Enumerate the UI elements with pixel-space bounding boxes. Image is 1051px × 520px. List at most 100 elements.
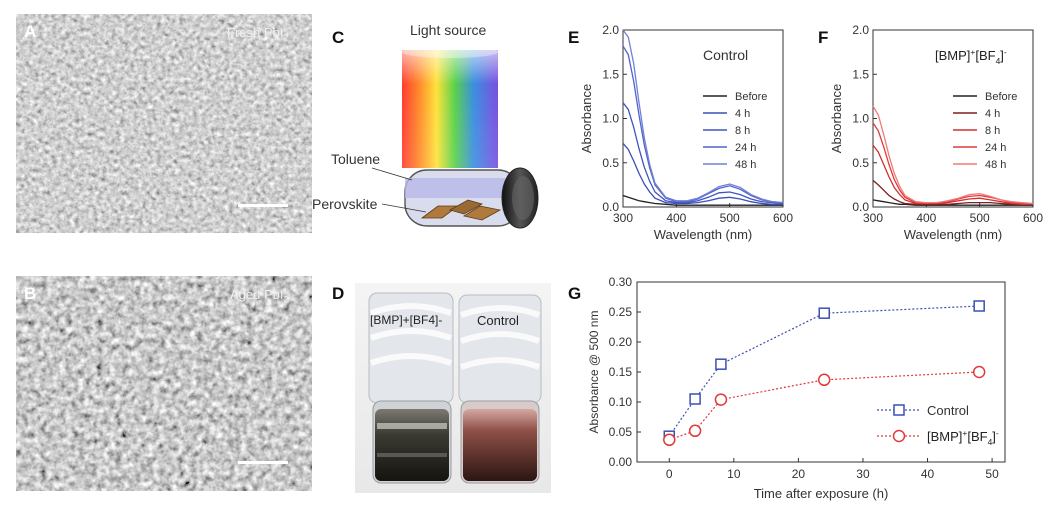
chart-g-absorbance-time: 0 10 20 30 40 50 0.00 0.05 0.10 0.15 0.20 0.25 0.30 T… — [587, 275, 1006, 501]
legend-label: 4 h — [985, 108, 1000, 120]
data-point-circle — [688, 424, 702, 438]
y-tick-label: 0.05 — [609, 425, 633, 439]
series-line — [669, 371, 980, 441]
y-tick-label: 2.0 — [852, 23, 869, 37]
perovskite-label: Perovskite — [312, 196, 378, 212]
x-tick-label: 20 — [792, 467, 806, 481]
sem-label-fresh: Fresh PbI2 — [227, 25, 288, 43]
chart-f-absorbance-bmp: 300 400 500 600 0.0 0.5 1.0 1.5 2.0 Wavelength (n… — [829, 23, 1043, 242]
series-line-Before — [622, 194, 783, 206]
legend-marker — [893, 404, 905, 416]
x-tick-label: 30 — [856, 467, 870, 481]
light-beam — [402, 46, 498, 168]
vial-right — [458, 294, 542, 484]
legend-label: Control — [927, 403, 969, 418]
vial-left — [368, 292, 454, 484]
x-tick-label: 0 — [666, 467, 673, 481]
y-tick-label: 1.5 — [852, 67, 869, 81]
scale-bar — [238, 461, 288, 464]
panel-letter-b: B — [24, 284, 37, 303]
panel-letter-f: F — [818, 28, 829, 47]
sem-label-aged-text: Aged PbI — [230, 287, 284, 302]
data-point-circle — [817, 373, 831, 387]
legend-marker — [892, 429, 906, 443]
legend-label: 8 h — [985, 125, 1000, 137]
y-tick-label: 0.5 — [602, 156, 619, 170]
sem-image-aged: B Aged PbI2 — [16, 276, 312, 491]
y-tick-label: 0.0 — [852, 200, 869, 214]
legend-label: Before — [985, 91, 1017, 103]
x-tick-label: 500 — [970, 211, 990, 225]
x-axis-label: Wavelength (nm) — [904, 227, 1003, 242]
x-axis-label: Time after exposure (h) — [754, 486, 889, 501]
data-point-square — [973, 300, 985, 312]
y-axis-label: Absorbance — [579, 84, 594, 153]
panel-letter-e: E — [568, 28, 580, 47]
y-tick-label: 0.15 — [609, 365, 633, 379]
panel-letter-d: D — [332, 284, 345, 303]
legend-label: Before — [735, 91, 767, 103]
y-tick-label: 0.30 — [609, 275, 633, 289]
data-point-square — [715, 358, 727, 370]
vial — [404, 167, 539, 229]
x-tick-label: 300 — [613, 211, 633, 225]
y-tick-label: 0.20 — [609, 335, 633, 349]
data-point-square — [818, 307, 830, 319]
sem-texture-aged — [16, 276, 312, 491]
y-tick-label: 0.00 — [609, 455, 633, 469]
series-line-8h — [872, 144, 1033, 205]
series-line-Before — [872, 199, 1033, 206]
y-tick-label: 0.10 — [609, 395, 633, 409]
x-tick-label: 400 — [666, 211, 686, 225]
series-line-48h — [622, 29, 784, 204]
scale-bar — [238, 204, 288, 207]
x-tick-label: 50 — [985, 467, 999, 481]
y-tick-label: 0.25 — [609, 305, 633, 319]
x-tick-label: 10 — [727, 467, 741, 481]
x-axis-label: Wavelength (nm) — [654, 227, 753, 242]
series-line-4h — [872, 179, 1033, 205]
series-line-24h — [622, 45, 784, 204]
legend-label: 4 h — [735, 108, 750, 120]
y-tick-label: 1.5 — [602, 67, 619, 81]
y-tick-label: 0.5 — [852, 156, 869, 170]
series-line-48h — [872, 105, 1034, 205]
series-line-8h — [622, 102, 784, 205]
sem-texture-fresh — [16, 14, 312, 233]
toluene-label: Toluene — [331, 151, 381, 167]
sem-image-fresh: A Fresh PbI2 — [16, 14, 312, 233]
light-vial-schematic — [371, 46, 539, 229]
chart-e-absorbance-control: 300 400 500 600 0.0 0.5 1.0 1.5 2.0 Wavelength (n… — [579, 23, 793, 242]
x-tick-label: 600 — [1023, 211, 1043, 225]
toluene-leader — [371, 167, 413, 181]
y-axis-label: Absorbance — [829, 84, 844, 153]
panel-letter-g: G — [568, 284, 582, 303]
chart-title: Control — [703, 47, 748, 63]
legend-label: 48 h — [735, 159, 756, 171]
y-tick-label: 1.0 — [852, 112, 869, 126]
data-point-circle — [714, 393, 728, 406]
legend-label: [BMP]+[BF4]- — [927, 428, 999, 447]
y-tick-label: 0.0 — [602, 200, 619, 214]
x-tick-label: 500 — [720, 211, 740, 225]
sem-label-aged: Aged PbI2 — [230, 287, 289, 305]
x-tick-label: 40 — [921, 467, 935, 481]
data-point-circle — [972, 365, 986, 379]
legend-label: 24 h — [985, 142, 1006, 154]
perovskite-leader — [381, 203, 427, 213]
vial-left-label: [BMP]+[BF4]- — [370, 313, 443, 327]
data-point-circle — [663, 433, 676, 447]
chart-title: [BMP]+[BF4]- — [935, 47, 1007, 66]
y-tick-label: 1.0 — [602, 112, 619, 126]
panel-letter-a: A — [24, 22, 37, 41]
panel-letter-c: C — [332, 28, 345, 47]
x-tick-label: 600 — [773, 211, 793, 225]
series-line-4h — [622, 142, 783, 205]
vial-photo — [355, 283, 551, 493]
vial-right-label: Control — [477, 313, 519, 328]
x-tick-label: 400 — [916, 211, 936, 225]
x-tick-label: 300 — [863, 211, 883, 225]
legend-label: 48 h — [985, 159, 1006, 171]
y-tick-label: 2.0 — [602, 23, 619, 37]
sem-label-aged-sub: 2 — [283, 294, 289, 305]
